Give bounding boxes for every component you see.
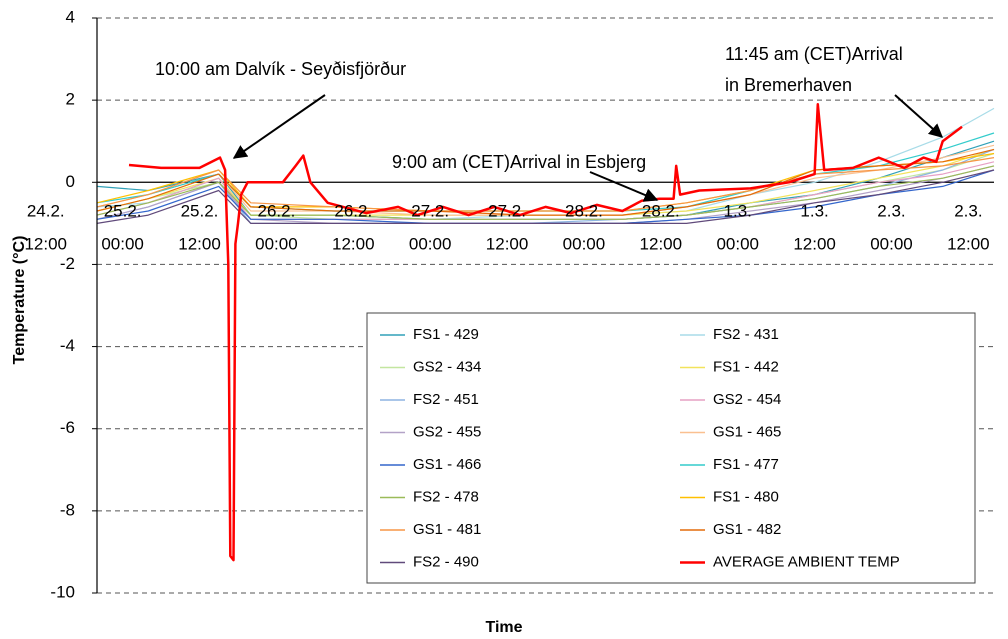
legend-label: GS2 - 434 xyxy=(413,358,481,375)
legend-label: FS1 - 480 xyxy=(713,488,779,505)
y-axis-title: Temperature (°C) xyxy=(11,236,28,365)
annotation: 10:00 am Dalvík - Seyðisfjörður xyxy=(155,59,406,79)
legend-label: FS1 - 477 xyxy=(713,456,779,473)
legend-label: GS1 - 482 xyxy=(713,521,781,538)
x-tick-label: 26.2. 00:00 xyxy=(255,202,298,254)
x-tick-label: 24.2. 12:00 xyxy=(24,202,67,254)
series-line xyxy=(96,148,995,216)
annotation-arrow xyxy=(894,94,944,138)
annotation: 11:45 am (CET)Arrival xyxy=(725,44,903,64)
x-tick-label: 25.2. 12:00 xyxy=(178,202,221,254)
x-tick-label: 27.2. 12:00 xyxy=(486,202,529,254)
y-tick-label: -8 xyxy=(60,500,75,519)
legend-label: GS1 - 465 xyxy=(713,423,781,440)
legend-label: FS2 - 451 xyxy=(413,391,479,408)
x-tick-label: 28.2. 00:00 xyxy=(563,202,606,254)
legend-label: FS2 - 431 xyxy=(713,326,779,343)
x-tick-label: 1.3. 12:00 xyxy=(793,202,836,254)
x-tick-label: 26.2. 12:00 xyxy=(332,202,375,254)
series-line xyxy=(128,103,963,562)
annotation-arrow xyxy=(232,94,326,159)
legend-box xyxy=(366,312,976,584)
legend-label: FS1 - 442 xyxy=(713,358,779,375)
x-tick-label: 1.3. 00:00 xyxy=(716,202,759,254)
series-line xyxy=(96,165,995,220)
y-tick-label: 2 xyxy=(66,90,75,109)
legend-label: FS2 - 490 xyxy=(413,553,479,570)
legend: FS1 - 429 FS2 - 431 GS2 - 434 FS1 - 442 FS2 … xyxy=(366,312,976,584)
series xyxy=(96,103,995,562)
y-tick-label: -6 xyxy=(60,418,75,437)
legend-label: GS2 - 454 xyxy=(713,391,781,408)
legend-label: GS1 - 466 xyxy=(413,456,481,473)
y-tick-label: 0 xyxy=(66,172,75,191)
series-line xyxy=(96,169,995,224)
legend-label: GS1 - 481 xyxy=(413,521,481,538)
y-tick-label: -2 xyxy=(60,254,75,273)
x-tick-label: 2.3. 00:00 xyxy=(870,202,913,254)
y-tick-label: 4 xyxy=(66,7,75,26)
x-axis-title: Time xyxy=(485,619,522,636)
legend-label: FS2 - 478 xyxy=(413,488,479,505)
y-tick-label: -10 xyxy=(50,582,75,601)
x-tick-label: 28.2. 12:00 xyxy=(640,202,683,254)
legend-label: GS2 - 455 xyxy=(413,423,481,440)
legend-label: AVERAGE AMBIENT TEMP xyxy=(713,553,900,570)
x-tick-label: 27.2. 00:00 xyxy=(409,202,452,254)
annotation-arrow xyxy=(589,171,659,202)
annotation: in Bremerhaven xyxy=(725,75,852,95)
legend-label: FS1 - 429 xyxy=(413,326,479,343)
annotation: 9:00 am (CET)Arrival in Esbjerg xyxy=(392,152,646,172)
x-tick-label: 25.2. 00:00 xyxy=(101,202,144,254)
x-tick-label: 2.3. 12:00 xyxy=(947,202,990,254)
y-tick-label: -4 xyxy=(60,336,75,355)
